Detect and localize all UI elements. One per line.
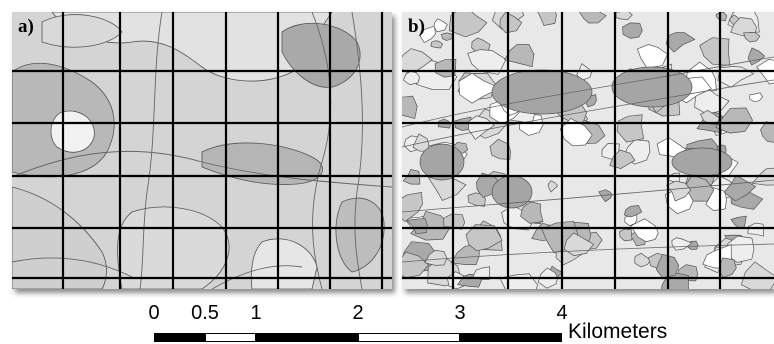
land-parcel (612, 67, 692, 107)
panel-b-label: b) (408, 16, 425, 38)
scale-tick-label: 0.5 (191, 302, 219, 325)
scale-tick-label: 3 (454, 302, 465, 325)
land-parcel (672, 148, 732, 176)
land-parcel (623, 23, 643, 39)
scale-bar-segment (205, 333, 256, 342)
map-panel-b: b) (402, 12, 774, 289)
scale-tick-label: 2 (352, 302, 363, 325)
scale-bar-segment (256, 333, 358, 342)
map-panel-a: a) (12, 12, 392, 289)
scale-bar-segment (460, 333, 562, 342)
land-parcel (420, 144, 464, 180)
scale-tick-label: 4 (556, 302, 567, 325)
scale-bar-segment (358, 333, 460, 342)
scale-bar: 0 0.5 1 2 3 4 Kilometers (140, 300, 774, 343)
scale-tick-label: 1 (250, 302, 261, 325)
map-b-canvas (402, 12, 774, 289)
map-a-canvas (12, 12, 392, 289)
scale-bar-units-label: Kilometers (568, 320, 667, 344)
scale-tick-label: 0 (148, 302, 159, 325)
scale-bar-segment (154, 333, 205, 342)
panel-a-label: a) (18, 16, 34, 38)
